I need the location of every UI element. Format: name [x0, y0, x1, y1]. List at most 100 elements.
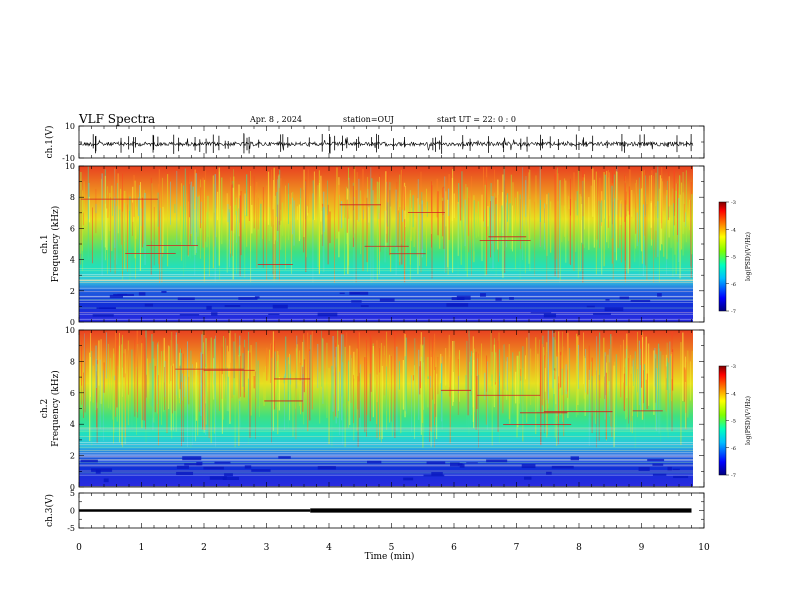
ch2-low-band-patch: [103, 478, 109, 483]
ch1-low-band-patch: [339, 292, 345, 295]
ch2-low-band-patch: [182, 456, 202, 461]
y-tick-label: 0: [70, 318, 75, 327]
y-tick-label: 10: [65, 122, 75, 131]
ch1-low-band-patch: [509, 297, 514, 300]
x-axis-label: Time (min): [365, 551, 415, 562]
x-tick-label: 2: [201, 543, 207, 553]
ch2-low-band-patch: [366, 460, 382, 464]
chart-title: VLF Spectra: [79, 112, 156, 126]
y-tick-label: 2: [70, 452, 75, 461]
x-tick-label: 8: [576, 543, 582, 553]
ch1-low-band-patch: [593, 312, 611, 315]
ch2-low-band-patch: [244, 465, 252, 469]
x-tick-label: 5: [389, 543, 395, 553]
colorbar-tick-label: -4: [731, 227, 736, 233]
y-axis-label: Frequency (kHz): [50, 370, 61, 447]
ch1-low-band-patch: [543, 313, 557, 318]
ch2-low-band-patch: [638, 467, 650, 471]
x-tick-label: 7: [514, 543, 520, 553]
ch1-empty-tail: [693, 166, 704, 322]
ch2-low-band-patch: [450, 462, 460, 467]
ch2-low-band-patch: [317, 466, 336, 470]
colorbar-1: [718, 201, 727, 312]
ch2-low-band-patch: [652, 473, 667, 476]
ch2-low-band-patch: [466, 462, 478, 464]
ch1-low-band-patch: [224, 305, 241, 308]
ch2-low-band-patch: [521, 464, 536, 469]
ch2-low-band-patch: [214, 461, 231, 464]
ch2-low-band-patch: [222, 476, 240, 480]
ch1-waveform-line: [78, 137, 694, 151]
colorbar-tick-label: -5: [731, 255, 736, 261]
colorbar-tick-label: -6: [731, 282, 736, 288]
y-tick-label: 4: [70, 420, 75, 429]
station-label: station=OUJ: [343, 115, 394, 124]
x-tick-label: 6: [451, 543, 457, 553]
colorbar-tick-label: -5: [731, 419, 736, 425]
colorbar-2: [718, 365, 727, 476]
ch1-low-band-patch: [657, 293, 662, 297]
y-axis-label: ch.1: [40, 234, 50, 253]
x-tick-label: 9: [639, 543, 645, 553]
ch2-low-band-patch: [672, 468, 680, 471]
y-axis-label: ch.1(V): [44, 126, 55, 159]
ch1-low-band-patch: [351, 300, 362, 303]
ch2-low-band-patch: [667, 466, 672, 471]
colorbar-tick-label: -3: [731, 200, 736, 206]
x-tick-label: 3: [264, 543, 270, 553]
y-tick-label: 0: [70, 507, 75, 516]
ch1-low-band-patch: [211, 312, 218, 316]
y-tick-label: 6: [70, 389, 75, 398]
ch1-low-band-patch: [360, 305, 369, 308]
ch2-low-band-patch: [423, 474, 445, 477]
ch2-low-band-patch: [176, 471, 194, 476]
ch2-low-band-patch: [652, 463, 664, 466]
ch2-low-band-patch: [431, 472, 443, 476]
ch2-low-band-patch: [95, 469, 101, 474]
date-label: Apr. 8 , 2024: [250, 115, 303, 124]
ch2-low-band-patch: [459, 463, 465, 468]
ch2-low-band-patch: [251, 469, 271, 472]
ch1-low-band-patch: [144, 303, 154, 307]
ch1-low-band-patch: [619, 296, 629, 300]
colorbar-label: log(PSD)(V²/Hz): [745, 232, 752, 281]
ch1-low-band-patch: [604, 307, 624, 312]
y-tick-label: 6: [70, 224, 75, 233]
y-axis-label: ch.3(V): [44, 494, 55, 527]
colorbar-tick-label: -7: [731, 309, 736, 315]
ch1-low-band-patch: [177, 297, 195, 301]
ch1-low-band-patch: [92, 314, 114, 317]
colorbar-tick-label: -7: [731, 473, 736, 479]
ch1-low-band-patch: [379, 298, 395, 302]
x-tick-label: 1: [139, 543, 145, 553]
ch1-low-band-patch: [109, 294, 123, 298]
ch1-low-band-patch: [586, 305, 595, 308]
ch2-low-band-patch: [278, 456, 291, 459]
colorbar-tick-label: -4: [731, 391, 736, 397]
ch2-low-band-patch: [523, 476, 532, 480]
ch2-low-band-patch: [91, 468, 113, 472]
y-tick-label: 8: [70, 193, 75, 202]
ch1-low-band-patch: [254, 296, 260, 299]
x-tick-label: 0: [76, 543, 82, 553]
ch2-low-band-patch: [647, 459, 665, 462]
start-time-label: start UT = 22: 0 : 0: [437, 115, 516, 124]
ch1-low-band-patch: [272, 304, 288, 309]
ch2-low-band-patch: [486, 459, 508, 463]
ch1-low-band-patch: [630, 299, 651, 303]
ch1-low-band-patch: [238, 297, 258, 300]
y-tick-label: 10: [65, 162, 75, 171]
ch1-low-band-patch: [161, 290, 167, 293]
ch1-low-band-patch: [605, 299, 610, 301]
ch2-low-band-patch: [426, 461, 446, 465]
ch2-low-band-patch: [203, 466, 224, 470]
y-axis-label: ch.2: [40, 399, 50, 418]
ch2-low-band-patch: [673, 475, 689, 479]
ch1-low-band-patch: [456, 295, 471, 300]
ch2-low-band-patch: [570, 456, 579, 461]
ch2-low-band-patch: [176, 465, 189, 469]
ch1-low-band-patch: [96, 307, 116, 309]
ch1-low-band-patch: [530, 312, 552, 314]
y-tick-label: 5: [70, 489, 75, 498]
